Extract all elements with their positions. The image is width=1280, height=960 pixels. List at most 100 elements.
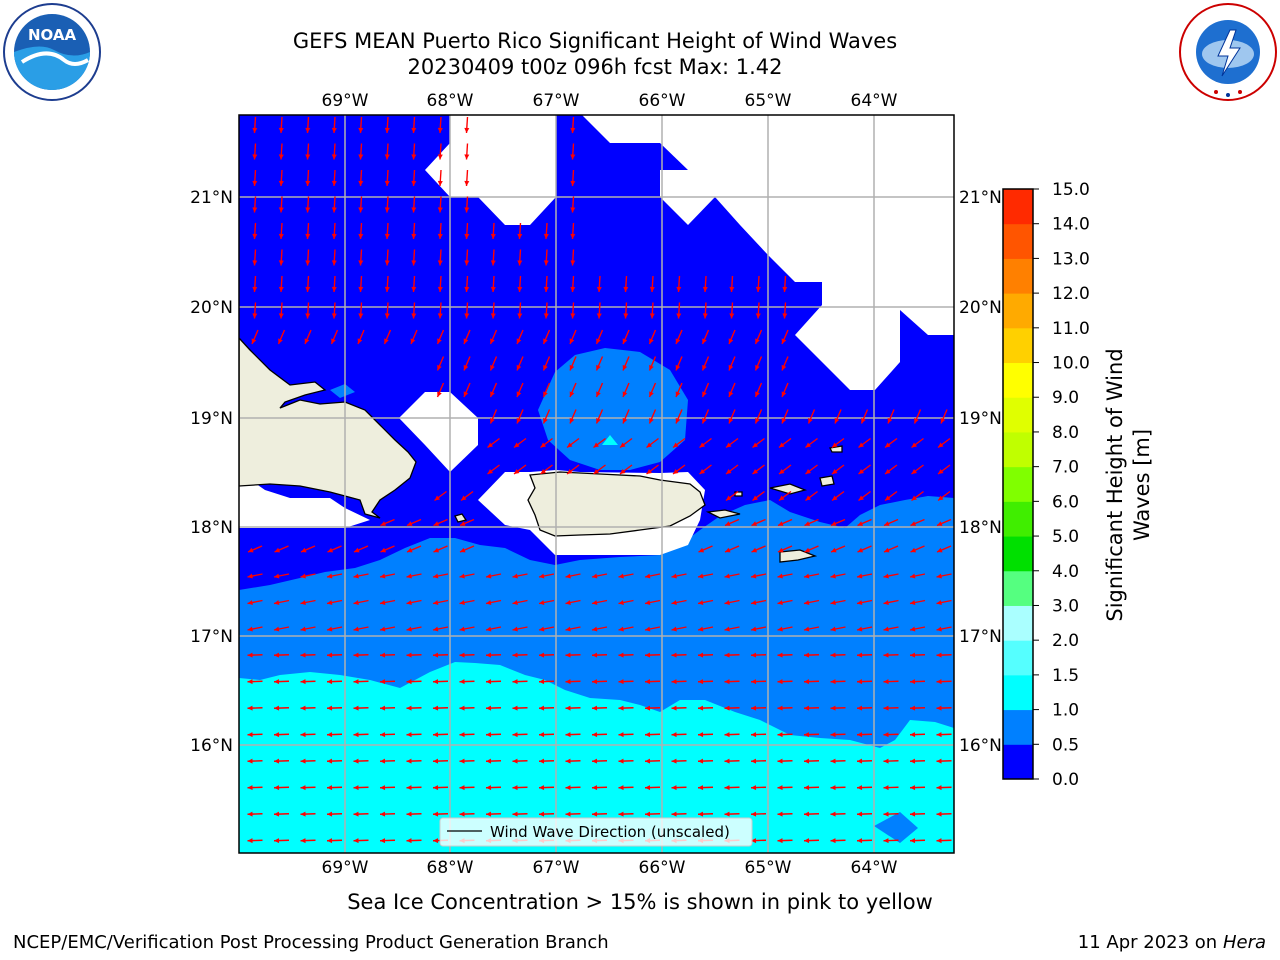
wind-arrowhead <box>777 838 783 844</box>
wind-arrowhead <box>516 338 522 344</box>
wind-arrowhead <box>938 469 944 474</box>
wind-arrowhead <box>724 758 730 764</box>
wind-arrowhead <box>751 811 757 817</box>
wind-arrowhead <box>380 679 386 685</box>
wind-arrowhead <box>460 521 466 526</box>
wind-arrowhead <box>565 652 571 658</box>
wind-arrowhead <box>751 521 758 526</box>
colorbar: 0.0 0.5 1.0 1.5 2.0 3.0 4.0 5.0 6.0 7.0 8.0 9.0 10.0… <box>1002 180 1090 790</box>
wind-arrowhead <box>885 495 891 501</box>
wind-arrowhead <box>726 495 732 501</box>
colorbar-tick-label: 9.0 <box>1052 388 1079 408</box>
wind-arrowhead <box>596 338 601 344</box>
wind-arrowhead <box>570 127 576 133</box>
wind-arrowhead <box>751 732 757 738</box>
wind-arrowhead <box>353 758 359 764</box>
wind-arrowhead <box>278 338 283 344</box>
wind-arrowhead <box>751 547 758 553</box>
wind-arrowhead <box>830 758 836 764</box>
colorbar-segment <box>1003 570 1033 606</box>
nws-logo <box>1179 3 1277 101</box>
colorbar-segment <box>1003 640 1033 676</box>
wind-arrowhead <box>569 364 575 371</box>
colorbar-tick-label: 0.0 <box>1052 770 1079 790</box>
wind-arrowhead <box>354 547 360 553</box>
wind-arrowhead <box>274 679 280 685</box>
wind-arrowhead <box>618 705 624 711</box>
colorbar-title-line1: Significant Height of Wind <box>1103 348 1127 621</box>
wind-arrowhead <box>724 573 730 579</box>
wind-arrowhead <box>459 626 465 632</box>
wind-arrowhead <box>755 417 760 424</box>
wave-patch-west <box>330 384 355 398</box>
wind-arrowhead <box>883 732 889 738</box>
wind-arrowhead <box>406 600 412 605</box>
hispaniola <box>239 337 417 519</box>
wind-arrowhead <box>327 705 333 711</box>
wind-arrowhead <box>936 705 942 711</box>
wind-arrowhead <box>406 811 412 817</box>
wind-arrowhead <box>883 626 889 632</box>
wind-arrowhead <box>910 732 916 738</box>
wind-arrowhead <box>433 758 439 764</box>
wind-arrowhead <box>252 180 258 186</box>
lat-label-left: 19°N <box>190 409 233 429</box>
wind-arrowhead <box>411 127 417 133</box>
wind-arrowhead <box>486 626 492 632</box>
wind-arrowhead <box>671 652 677 658</box>
colorbar-tick-label: 15.0 <box>1052 180 1090 200</box>
wind-arrowhead <box>252 127 258 133</box>
wind-arrowhead <box>755 364 760 371</box>
wind-arrowhead <box>331 313 337 319</box>
wind-arrowhead <box>463 364 469 371</box>
wind-arrowhead <box>883 838 889 844</box>
wind-arrowhead <box>592 652 598 658</box>
wind-arrowhead <box>331 127 337 133</box>
wind-arrowhead <box>300 785 306 791</box>
wind-arrowhead <box>437 286 443 292</box>
wind-arrowhead <box>331 207 337 213</box>
wind-arrowhead <box>247 600 253 605</box>
wind-arrowhead <box>570 180 576 186</box>
wind-arrowhead <box>592 573 598 579</box>
colorbar-tick-label: 3.0 <box>1052 596 1079 616</box>
wind-arrowhead <box>777 758 783 764</box>
wind-arrowhead <box>726 469 732 474</box>
wind-arrowhead <box>487 469 493 474</box>
wind-arrowhead <box>380 626 386 632</box>
wind-arrowhead <box>517 286 523 292</box>
wind-arrowhead <box>645 785 651 791</box>
wind-arrowhead <box>411 180 417 186</box>
wind-arrowhead <box>570 207 576 213</box>
wind-arrowhead <box>305 180 311 186</box>
wind-arrowhead <box>883 811 889 817</box>
wind-arrowhead <box>570 233 576 239</box>
wind-arrowhead <box>407 547 413 553</box>
wind-arrowhead <box>516 364 522 371</box>
wind-arrowhead <box>805 442 811 448</box>
wind-arrowhead <box>384 154 390 160</box>
chart-title: GEFS MEAN Puerto Rico Significant Height… <box>292 29 898 53</box>
wind-arrowhead <box>461 495 467 501</box>
wind-arrowhead <box>751 838 757 844</box>
colorbar-tick-label: 12.0 <box>1052 284 1090 304</box>
wind-arrowhead <box>702 417 707 424</box>
colorbar-title-line2: Waves [m] <box>1130 429 1154 541</box>
wind-arrowhead <box>380 573 386 579</box>
wind-arrowhead <box>248 547 254 553</box>
wind-arrowhead <box>300 573 306 579</box>
wind-arrowhead <box>569 391 575 397</box>
wind-arrowhead <box>543 233 549 239</box>
wind-arrowhead <box>464 286 470 292</box>
wind-arrowhead <box>755 313 761 319</box>
wind-arrowhead <box>777 679 783 685</box>
wind-arrowhead <box>755 338 760 344</box>
wind-arrowhead <box>781 417 787 424</box>
wind-arrowhead <box>411 154 417 160</box>
wind-arrowhead <box>514 442 520 448</box>
wind-arrowhead <box>433 521 440 526</box>
wind-arrowhead <box>252 154 258 160</box>
wind-arrowhead <box>593 469 599 474</box>
wind-arrowhead <box>649 338 654 344</box>
wind-arrowhead <box>724 705 730 711</box>
